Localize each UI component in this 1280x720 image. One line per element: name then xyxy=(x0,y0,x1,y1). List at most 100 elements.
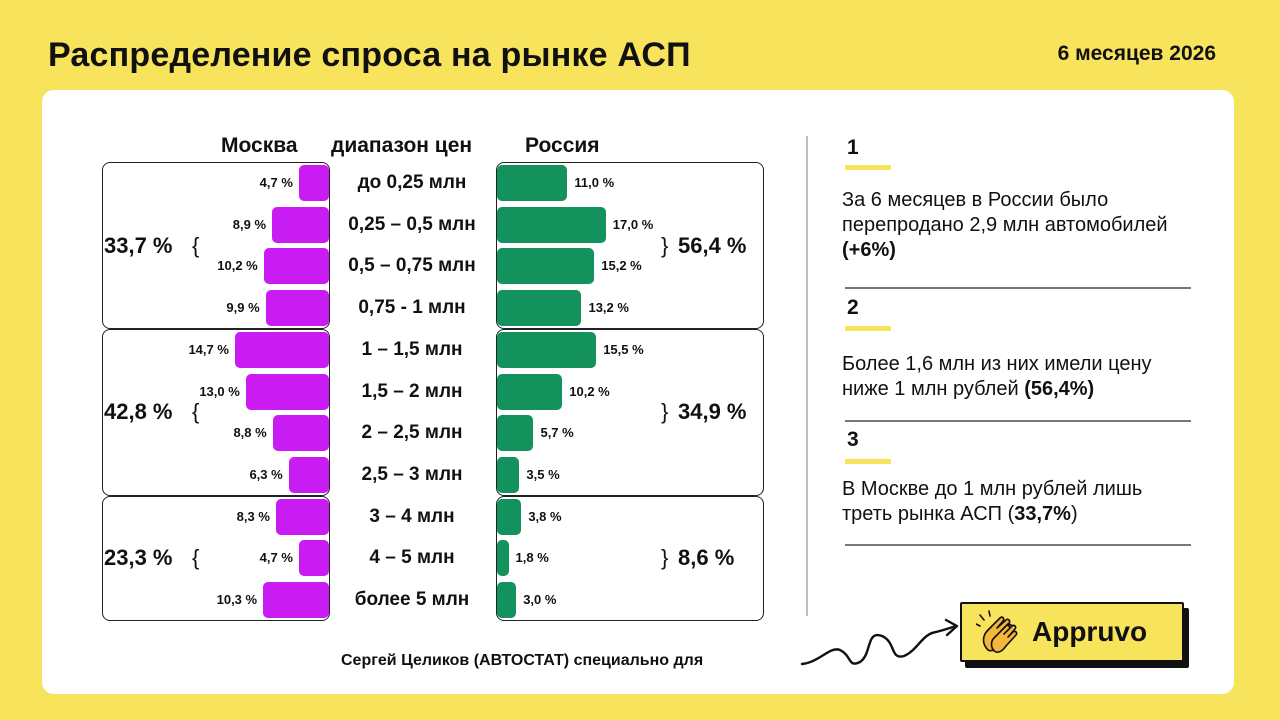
moscow-value-label: 4,7 % xyxy=(259,175,293,190)
logo-text: Appruvo xyxy=(1032,616,1148,647)
squiggle-arrow-icon xyxy=(800,618,959,666)
fact-number: 2 xyxy=(847,296,859,319)
russia-bar xyxy=(497,415,534,452)
russia-bar xyxy=(497,582,517,618)
moscow-value-label: 9,9 % xyxy=(226,300,260,316)
moscow-group-total: 42,8 % xyxy=(104,399,173,425)
fact-text-highlight: (+6%) xyxy=(842,239,896,261)
moscow-group-box xyxy=(102,162,330,330)
price-range-label: 0,5 – 0,75 млн xyxy=(348,255,476,277)
fact-accent-bar xyxy=(845,459,891,464)
russia-value-label: 1,8 % xyxy=(515,550,549,566)
appruvo-logo: Appruvo xyxy=(960,602,1184,662)
russia-group-box xyxy=(496,495,764,621)
moscow-value-label: 10,3 % xyxy=(216,592,258,607)
moscow-bar xyxy=(298,165,329,201)
russia-group-total: 34,9 % xyxy=(678,399,747,425)
moscow-bar xyxy=(272,206,329,243)
russia-group-total: 8,6 % xyxy=(678,545,735,571)
russia-bar xyxy=(497,206,606,243)
russia-bar xyxy=(497,456,520,493)
russia-value-label: 17,0 % xyxy=(612,216,654,232)
moscow-value-label: 14,7 % xyxy=(188,341,229,357)
moscow-bar xyxy=(245,373,329,410)
moscow-value-label: 8,3 % xyxy=(236,508,270,524)
fact-text: Более 1,6 млн из них имели цену ниже 1 м… xyxy=(842,352,1192,402)
fact-number: 1 xyxy=(847,136,859,159)
fact-text-tail: ) xyxy=(1070,503,1078,525)
price-range-label: более 5 млн xyxy=(354,589,470,610)
fact-divider xyxy=(845,287,1191,289)
russia-bar xyxy=(497,373,563,410)
brace-icon: { xyxy=(192,399,200,425)
fact-text-main: Более 1,6 млн из них имели цену ниже 1 м… xyxy=(842,353,1152,400)
price-range-label: 1,5 – 2 млн xyxy=(361,380,463,402)
fact-text: В Москве до 1 млн рублей лишь треть рынк… xyxy=(842,477,1192,527)
moscow-bar xyxy=(272,415,329,452)
moscow-bar xyxy=(263,582,329,618)
fact-number: 3 xyxy=(847,428,859,451)
vertical-divider xyxy=(806,136,808,616)
russia-value-label: 3,5 % xyxy=(526,466,560,482)
fact-text: За 6 месяцев в России было перепродано 2… xyxy=(842,188,1192,263)
price-range-label: 1 – 1,5 млн xyxy=(361,338,463,360)
column-header-russia: Россия xyxy=(525,134,600,157)
content-card xyxy=(42,90,1234,694)
russia-value-label: 5,7 % xyxy=(540,425,574,441)
fact-divider xyxy=(845,544,1191,546)
column-header-range: диапазон цен xyxy=(331,134,473,157)
fact-text-highlight: 33,7% xyxy=(1014,503,1071,525)
clapping-hands-icon xyxy=(976,610,1018,653)
russia-bar xyxy=(497,498,522,535)
price-range-label: 0,75 - 1 млн xyxy=(358,297,466,319)
column-header-moscow: Москва xyxy=(221,134,298,157)
moscow-bar xyxy=(263,248,329,285)
moscow-bar xyxy=(265,290,329,327)
moscow-value-label: 4,7 % xyxy=(259,550,293,566)
russia-group-total: 56,4 % xyxy=(678,232,747,258)
russia-value-label: 3,8 % xyxy=(528,508,562,524)
fact-text-main: За 6 месяцев в России было перепродано 2… xyxy=(842,189,1168,236)
russia-bar xyxy=(497,165,568,201)
moscow-bar xyxy=(288,456,329,493)
moscow-group-box xyxy=(102,328,330,496)
fact-divider xyxy=(845,420,1191,422)
russia-value-label: 15,5 % xyxy=(603,341,644,357)
russia-bar xyxy=(497,290,582,327)
price-range-label: до 0,25 млн xyxy=(357,172,467,193)
brace-icon: } xyxy=(661,545,669,571)
fact-accent-bar xyxy=(845,326,891,331)
fact-text-main: В Москве до 1 млн рублей лишь треть рынк… xyxy=(842,478,1143,525)
moscow-value-label: 10,2 % xyxy=(217,258,258,274)
credit-text: Сергей Целиков (АВТОСТАТ) специально для xyxy=(341,652,704,669)
moscow-value-label: 6,3 % xyxy=(249,466,283,482)
moscow-value-label: 8,8 % xyxy=(233,425,267,441)
price-range-label: 4 – 5 млн xyxy=(369,547,455,569)
price-range-label: 2,5 – 3 млн xyxy=(361,463,463,485)
russia-bar xyxy=(497,331,597,368)
price-range-label: 3 – 4 млн xyxy=(369,505,455,527)
fact-accent-bar xyxy=(845,165,891,170)
moscow-value-label: 13,0 % xyxy=(199,383,240,399)
moscow-group-total: 33,7 % xyxy=(104,232,173,258)
moscow-group-total: 23,3 % xyxy=(104,545,173,571)
moscow-bar xyxy=(298,540,329,577)
russia-bar xyxy=(497,540,509,577)
russia-value-label: 15,2 % xyxy=(601,258,642,274)
brace-icon: } xyxy=(661,232,669,258)
price-range-label: 0,25 – 0,5 млн xyxy=(348,213,476,235)
fact-text-highlight: (56,4%) xyxy=(1024,378,1095,400)
moscow-group-box xyxy=(102,495,330,621)
russia-bar xyxy=(497,248,595,285)
russia-value-label: 13,2 % xyxy=(588,300,629,316)
russia-group-box xyxy=(496,328,764,496)
russia-value-label: 10,2 % xyxy=(569,383,610,399)
moscow-value-label: 8,9 % xyxy=(232,216,267,232)
russia-value-label: 3,0 % xyxy=(523,592,557,607)
price-range-label: 2 – 2,5 млн xyxy=(361,422,463,444)
period-label: 6 месяцев 2026 xyxy=(1057,42,1216,65)
page-title: Распределение спроса на рынке АСП xyxy=(48,36,691,74)
brace-icon: { xyxy=(192,545,200,571)
moscow-bar xyxy=(275,498,329,535)
russia-group-box xyxy=(496,162,764,330)
